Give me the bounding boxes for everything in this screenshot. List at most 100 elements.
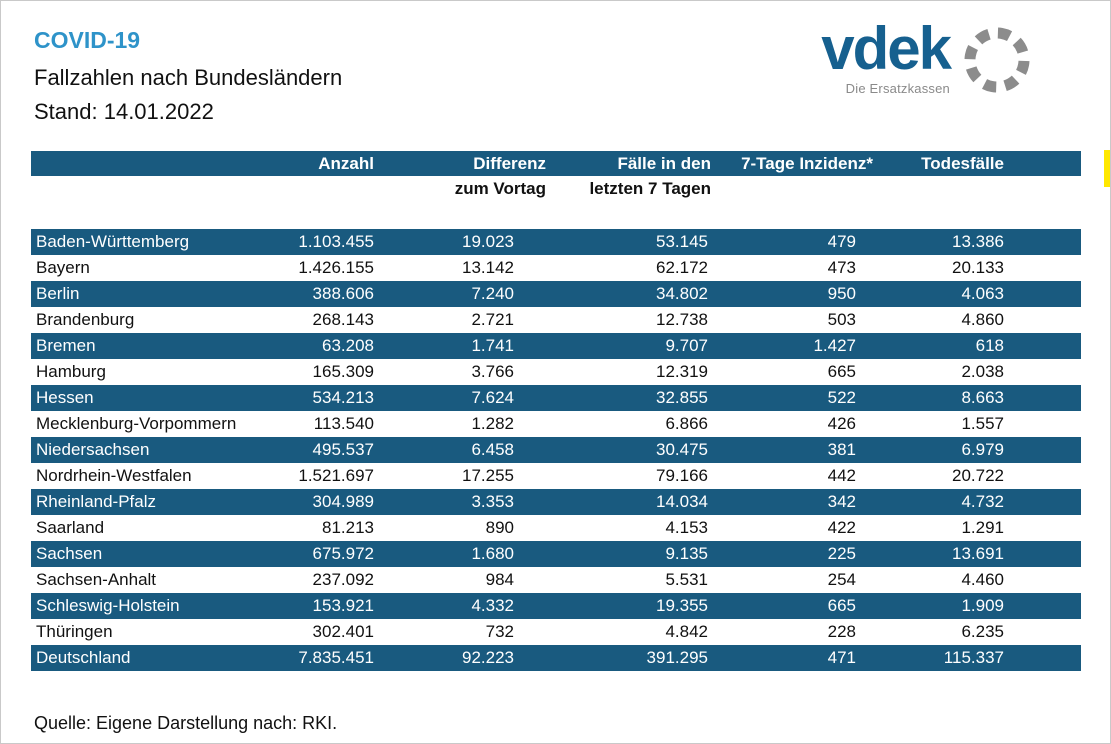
table-row: Niedersachsen 495.537 6.458 30.475 381 6.979: [31, 437, 1081, 463]
inzidenz-7-tage-cell: 254: [827, 570, 856, 589]
anzahl-cell: 237.092: [312, 570, 374, 589]
page-date: Stand: 14.01.2022: [34, 99, 214, 125]
anzahl-cell: 165.309: [312, 362, 374, 381]
differenz-cell: 7.240: [471, 284, 514, 303]
todesfaelle-cell: 20.722: [952, 466, 1004, 485]
source-note: Quelle: Eigene Darstellung nach: RKI.: [34, 713, 338, 733]
vdek-logo-text: vdek Die Ersatzkassen: [821, 15, 952, 97]
state-name-cell: Saarland: [36, 518, 105, 537]
table-row: Berlin 388.606 7.240 34.802 950 4.063: [31, 281, 1081, 307]
page-kicker: COVID-19: [34, 27, 141, 53]
table-header: Anzahl Differenz Fälle in den 7-Tage Inz…: [31, 151, 1081, 229]
todesfaelle-cell: 6.235: [961, 622, 1004, 641]
differenz-cell: 1.680: [471, 544, 514, 563]
todesfaelle-cell: 1.557: [961, 414, 1004, 433]
differenz-cell: 17.255: [462, 466, 514, 485]
anzahl-cell: 495.537: [312, 440, 374, 459]
todesfaelle-cell: 20.133: [952, 258, 1004, 277]
inzidenz-7-tage-cell: 950: [827, 284, 856, 303]
differenz-cell: 7.624: [471, 388, 514, 407]
table-row: Hessen 534.213 7.624 32.855 522 8.663: [31, 385, 1081, 411]
differenz-cell: 984: [485, 570, 514, 589]
todesfaelle-cell: 4.460: [961, 570, 1004, 589]
filler-cell: [1006, 515, 1081, 541]
state-name-cell: Hessen: [36, 388, 94, 407]
faelle-letzte-7-tage-cell: 6.866: [665, 414, 708, 433]
anzahl-cell: 302.401: [312, 622, 374, 641]
state-name-cell: Deutschland: [36, 648, 131, 667]
inzidenz-7-tage-cell: 473: [827, 258, 856, 277]
anzahl-cell: 81.213: [322, 518, 374, 537]
anzahl-cell: 1.426.155: [298, 258, 374, 277]
table-row: Bremen 63.208 1.741 9.707 1.427 618: [31, 333, 1081, 359]
header-band-row: Anzahl Differenz Fälle in den 7-Tage Inz…: [31, 151, 1081, 176]
column-header-inzidenz: 7-Tage Inzidenz*: [741, 153, 873, 173]
table-row: Deutschland 7.835.451 92.223 391.295 471 115.…: [31, 645, 1081, 671]
anzahl-cell: 153.921: [312, 596, 374, 615]
todesfaelle-cell: 6.979: [961, 440, 1004, 459]
todesfaelle-cell: 1.909: [961, 596, 1004, 615]
anzahl-cell: 268.143: [312, 310, 374, 329]
state-name-cell: Brandenburg: [36, 310, 135, 329]
filler-cell: [1006, 359, 1081, 385]
vdek-logo-tagline: Die Ersatzkassen: [845, 81, 950, 96]
covid-table: Anzahl Differenz Fälle in den 7-Tage Inz…: [31, 151, 1081, 671]
inzidenz-7-tage-cell: 426: [827, 414, 856, 433]
table-body: Baden-Württemberg 1.103.455 19.023 53.145 47…: [31, 229, 1081, 671]
filler-cell: [1006, 411, 1081, 437]
state-name-cell: Nordrhein-Westfalen: [36, 466, 192, 485]
filler-cell: [1006, 645, 1081, 671]
inzidenz-7-tage-cell: 503: [827, 310, 856, 329]
state-name-cell: Niedersachsen: [36, 440, 150, 459]
inzidenz-7-tage-cell: 1.427: [813, 336, 856, 355]
inzidenz-7-tage-cell: 225: [827, 544, 856, 563]
todesfaelle-cell: 618: [975, 336, 1004, 355]
faelle-letzte-7-tage-cell: 19.355: [656, 596, 708, 615]
differenz-cell: 92.223: [462, 648, 514, 667]
differenz-cell: 19.023: [462, 232, 514, 251]
anzahl-cell: 7.835.451: [298, 648, 374, 667]
table-row: Rheinland-Pfalz 304.989 3.353 14.034 342 4.73…: [31, 489, 1081, 515]
state-name-cell: Sachsen: [36, 544, 103, 563]
inzidenz-7-tage-cell: 442: [827, 466, 856, 485]
table-row: Baden-Württemberg 1.103.455 19.023 53.145 47…: [31, 229, 1081, 255]
differenz-cell: 2.721: [471, 310, 514, 329]
todesfaelle-cell: 1.291: [961, 518, 1004, 537]
todesfaelle-cell: 2.038: [961, 362, 1004, 381]
filler-cell: [1006, 541, 1081, 567]
differenz-cell: 13.142: [462, 258, 514, 277]
column-header-todesfaelle: Todesfälle: [921, 153, 1004, 173]
yellow-edge-marker: [1104, 150, 1110, 187]
anzahl-cell: 1.521.697: [298, 466, 374, 485]
inzidenz-7-tage-cell: 522: [827, 388, 856, 407]
inzidenz-7-tage-cell: 665: [827, 362, 856, 381]
todesfaelle-cell: 13.691: [952, 544, 1004, 563]
differenz-cell: 3.766: [471, 362, 514, 381]
faelle-letzte-7-tage-cell: 391.295: [646, 648, 708, 667]
differenz-cell: 4.332: [471, 596, 514, 615]
table-row: Saarland 81.213 890 4.153 422 1.291: [31, 515, 1081, 541]
faelle-letzte-7-tage-cell: 5.531: [665, 570, 708, 589]
column-header-differenz: Differenz: [473, 153, 546, 173]
faelle-letzte-7-tage-cell: 34.802: [656, 284, 708, 303]
state-name-cell: Berlin: [36, 284, 80, 303]
faelle-letzte-7-tage-cell: 62.172: [656, 258, 708, 277]
table-row: Sachsen 675.972 1.680 9.135 225 13.691: [31, 541, 1081, 567]
column-subheader-zum-vortag: zum Vortag: [454, 179, 546, 198]
header-subline-row: zum Vortag letzten 7 Tagen: [31, 176, 1081, 202]
column-header-faelle-7-tage: Fälle in den: [617, 153, 711, 173]
table-row: Nordrhein-Westfalen 1.521.697 17.255 79.166…: [31, 463, 1081, 489]
state-name-cell: Bayern: [36, 258, 90, 277]
faelle-letzte-7-tage-cell: 53.145: [656, 232, 708, 251]
filler-cell: [1006, 593, 1081, 619]
vdek-logo-wordmark: vdek: [821, 15, 952, 82]
inzidenz-7-tage-cell: 471: [827, 648, 856, 667]
column-header-filler: [1006, 151, 1081, 176]
filler-cell: [1006, 567, 1081, 593]
page-title: Fallzahlen nach Bundesländern: [34, 65, 343, 91]
state-name-cell: Bremen: [36, 336, 96, 355]
todesfaelle-cell: 4.860: [961, 310, 1004, 329]
filler-cell: [1006, 255, 1081, 281]
table-row: Hamburg 165.309 3.766 12.319 665 2.038: [31, 359, 1081, 385]
